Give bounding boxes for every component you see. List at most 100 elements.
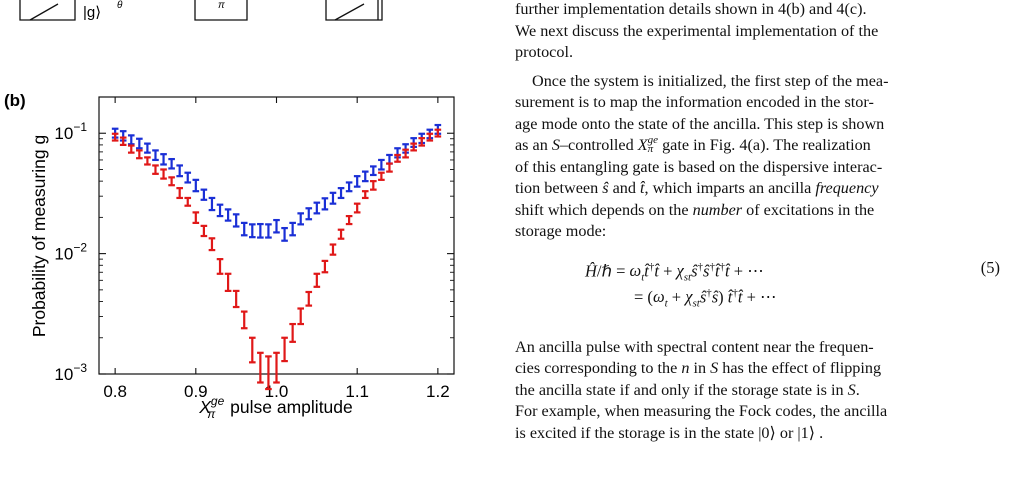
data-point — [281, 336, 288, 363]
para2-line-3: age mode onto the state of the ancilla. … — [515, 114, 885, 133]
data-point — [136, 149, 143, 160]
data-point — [248, 223, 256, 239]
gate-sub: π — [647, 143, 654, 155]
data-point — [224, 208, 232, 222]
data-point — [240, 221, 248, 237]
data-point — [289, 322, 296, 343]
theta-label: θ — [117, 0, 123, 11]
x-tick-label: 1.0 — [265, 382, 289, 401]
para1-line-1: further implementation details shown in … — [515, 0, 867, 18]
para3-line-4: For example, when measuring the Fock cod… — [515, 402, 888, 420]
circuit-box-3 — [325, 0, 383, 21]
panel-label: (b) — [4, 91, 26, 110]
data-point — [386, 162, 393, 173]
y-axis: 10−1 10−2 10−3 — [54, 96, 454, 384]
x-tick-label: 0.8 — [103, 382, 127, 401]
para2-line-2: surement is to map the information encod… — [515, 93, 874, 111]
para3-line-5: is excited if the storage is in the stat… — [515, 423, 824, 442]
gate-x: X — [637, 136, 648, 154]
para2-line-5: of this entangling gate is based on the … — [515, 157, 883, 176]
data-point — [192, 178, 200, 193]
data-point — [370, 165, 377, 177]
data-point — [216, 203, 224, 218]
data-point — [273, 218, 280, 234]
x-tick-label: 1.1 — [345, 382, 369, 401]
data-point — [337, 187, 345, 200]
para1-line-2: We next discuss the experimental impleme… — [515, 21, 879, 40]
para3-line-2: cies corresponding to the n in S has the… — [515, 359, 882, 377]
data-point — [361, 190, 369, 200]
data-point — [216, 258, 224, 275]
x-axis: 0.8 0.9 1.0 1.1 1.2 — [103, 97, 450, 401]
para2-line-7: shift which depends on the number of exc… — [515, 200, 875, 219]
data-point — [160, 168, 167, 180]
data-point — [144, 156, 151, 166]
data-point — [160, 153, 167, 166]
data-point — [184, 196, 192, 207]
data-point — [305, 207, 313, 221]
data-point — [378, 171, 385, 181]
para1-line-3: protocol. — [515, 43, 573, 61]
x-tick-label: 1.2 — [426, 382, 450, 401]
data-point — [200, 224, 208, 238]
set-s: S — [551, 136, 560, 154]
data-point — [208, 237, 216, 252]
data-point — [119, 136, 127, 147]
para2-line-6: tion between ŝ and t̂, which imparts an … — [515, 179, 879, 197]
circuit-box-1 — [19, 0, 76, 21]
paragraph-3: An ancilla pulse with spectral content n… — [515, 337, 1010, 445]
data-series — [111, 123, 442, 391]
x-label-sup: ge — [211, 394, 225, 408]
data-point — [402, 148, 409, 159]
data-point — [184, 171, 192, 184]
paragraph-1: further implementation details shown in … — [515, 0, 1010, 64]
para3-line-3: the ancilla state if and only if the sto… — [515, 380, 860, 399]
y-axis-label: Probability of measuring g — [29, 135, 49, 337]
circuit-meter-needle-2 — [334, 3, 365, 21]
series-2 — [111, 128, 442, 391]
circuit-box-2 — [194, 0, 248, 21]
data-point — [281, 226, 288, 242]
figure-svg: |g⟩ θ π (b) 10−1 10−2 10−3 0.8 0.9 1.0 1.1 1.2… — [4, 0, 455, 421]
data-point — [345, 181, 353, 193]
data-point — [297, 307, 305, 326]
data-point — [127, 144, 135, 154]
data-point — [394, 153, 401, 163]
frequency-word: frequency — [815, 179, 879, 197]
y-tick-label: 10−3 — [54, 361, 87, 384]
data-point — [361, 170, 369, 183]
equation-line-2: = (ωt + χstŝ†ŝ) t̂†t̂ + ⋯ — [634, 286, 777, 310]
data-point — [152, 149, 159, 162]
data-point — [337, 228, 345, 240]
paragraph-2: Once the system is initialized, the firs… — [515, 71, 1010, 243]
data-point — [168, 157, 175, 170]
data-point — [329, 191, 337, 205]
data-point — [353, 175, 361, 188]
data-point — [265, 355, 272, 391]
para2-line-1: Once the system is initialized, the firs… — [532, 71, 889, 90]
data-point — [297, 212, 305, 226]
data-point — [200, 188, 208, 201]
data-point — [111, 132, 119, 142]
data-point — [410, 142, 417, 152]
data-point — [386, 153, 393, 165]
series-1 — [111, 123, 442, 242]
data-point — [289, 221, 296, 237]
number-word: number — [692, 200, 743, 219]
data-point — [152, 164, 159, 175]
data-point — [370, 180, 377, 191]
plot-frame — [98, 96, 455, 375]
x-label-rest: pulse amplitude — [225, 397, 352, 417]
figure-panel: |g⟩ θ π (b) 10−1 10−2 10−3 0.8 0.9 1.0 1.1 1.2… — [0, 0, 480, 473]
data-point — [321, 259, 329, 274]
x-tick-label: 0.9 — [184, 382, 208, 401]
data-point — [305, 290, 313, 307]
data-point — [434, 128, 442, 138]
x-label-sub: π — [207, 407, 216, 421]
data-point — [136, 137, 143, 150]
circuit-strip — [19, 0, 383, 21]
data-point — [418, 137, 426, 147]
ket-g-label: |g⟩ — [83, 4, 101, 21]
equation-number: (5) — [980, 257, 1000, 277]
data-point — [257, 222, 264, 239]
